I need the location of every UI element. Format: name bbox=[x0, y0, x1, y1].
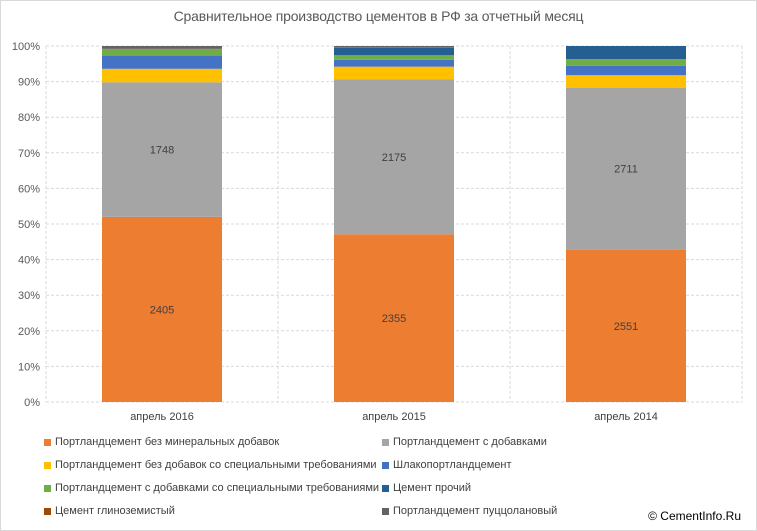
legend-label: Портландцемент без минеральных добавок bbox=[55, 436, 280, 448]
legend-label: Шлакопортландцемент bbox=[393, 459, 512, 471]
bar-segment bbox=[334, 55, 454, 60]
legend-label: Портландцемент пуццолановый bbox=[393, 505, 558, 517]
legend-swatch bbox=[382, 438, 389, 446]
legend-label: Цемент глиноземистый bbox=[55, 505, 175, 517]
data-label: 2405 bbox=[150, 304, 174, 316]
y-tick-label: 10% bbox=[18, 361, 40, 373]
legend-swatch bbox=[44, 438, 51, 446]
legend-label: Портландцемент без добавок со специальны… bbox=[55, 459, 377, 471]
legend-swatch bbox=[382, 484, 389, 492]
chart-title: Сравнительное производство цементов в РФ… bbox=[173, 8, 584, 24]
data-label: 2551 bbox=[614, 321, 638, 333]
legend-item: Цемент прочий bbox=[382, 482, 471, 494]
bar-segment bbox=[566, 249, 686, 402]
legend-item: Портландцемент с добавками bbox=[382, 436, 547, 448]
bar-segment bbox=[334, 79, 454, 235]
y-tick-label: 30% bbox=[18, 290, 40, 302]
legend-item: Портландцемент пуццолановый bbox=[382, 505, 557, 517]
bar-segment bbox=[566, 65, 686, 76]
y-tick-label: 100% bbox=[12, 41, 40, 53]
legend-swatch bbox=[44, 461, 51, 469]
legend-item: Портландцемент без добавок со специальны… bbox=[44, 459, 377, 471]
legend-swatch bbox=[44, 507, 51, 515]
bar-segment bbox=[102, 46, 222, 49]
data-label: 2711 bbox=[614, 164, 638, 176]
x-tick-label: апрель 2014 bbox=[594, 411, 658, 423]
y-tick-label: 60% bbox=[18, 183, 40, 195]
legend-item: Шлакопортландцемент bbox=[382, 459, 512, 471]
x-tick-label: апрель 2016 bbox=[130, 411, 194, 423]
bar-segment bbox=[334, 47, 454, 56]
legend-swatch bbox=[382, 461, 389, 469]
legend-swatch bbox=[382, 507, 389, 515]
bar-segment bbox=[102, 49, 222, 56]
bar-segment bbox=[334, 46, 454, 48]
legend-swatch bbox=[44, 484, 51, 492]
y-tick-label: 20% bbox=[18, 326, 40, 338]
bar-segment bbox=[566, 46, 686, 60]
bar-segment bbox=[566, 87, 686, 250]
y-tick-label: 90% bbox=[18, 77, 40, 89]
watermark: © CementInfo.Ru bbox=[648, 509, 741, 523]
y-tick-label: 50% bbox=[18, 219, 40, 231]
bar-segment bbox=[334, 234, 454, 402]
y-tick-label: 40% bbox=[18, 255, 40, 267]
bar-segment bbox=[334, 59, 454, 67]
bar-segment bbox=[102, 216, 222, 402]
legend-label: Портландцемент с добавками bbox=[393, 436, 547, 448]
legend-label: Портландцемент с добавками со специальны… bbox=[55, 482, 380, 494]
bar-segment bbox=[102, 68, 222, 83]
y-tick-label: 70% bbox=[18, 148, 40, 160]
bar-segment bbox=[566, 75, 686, 88]
data-label: 2355 bbox=[382, 313, 406, 325]
y-tick-label: 0% bbox=[24, 397, 40, 409]
bar-segment bbox=[102, 82, 222, 217]
data-label: 1748 bbox=[150, 145, 174, 157]
legend-label: Цемент прочий bbox=[393, 482, 472, 494]
legend-item: Портландцемент без минеральных добавок bbox=[44, 436, 279, 448]
x-tick-label: апрель 2015 bbox=[362, 411, 426, 423]
bar-segment bbox=[102, 55, 222, 69]
bar-segment bbox=[334, 66, 454, 80]
y-tick-label: 80% bbox=[18, 112, 40, 124]
legend-item: Цемент глиноземистый bbox=[44, 505, 175, 517]
data-label: 2175 bbox=[382, 152, 406, 164]
legend-item: Портландцемент с добавками со специальны… bbox=[44, 482, 379, 494]
bar-segment bbox=[566, 59, 686, 66]
